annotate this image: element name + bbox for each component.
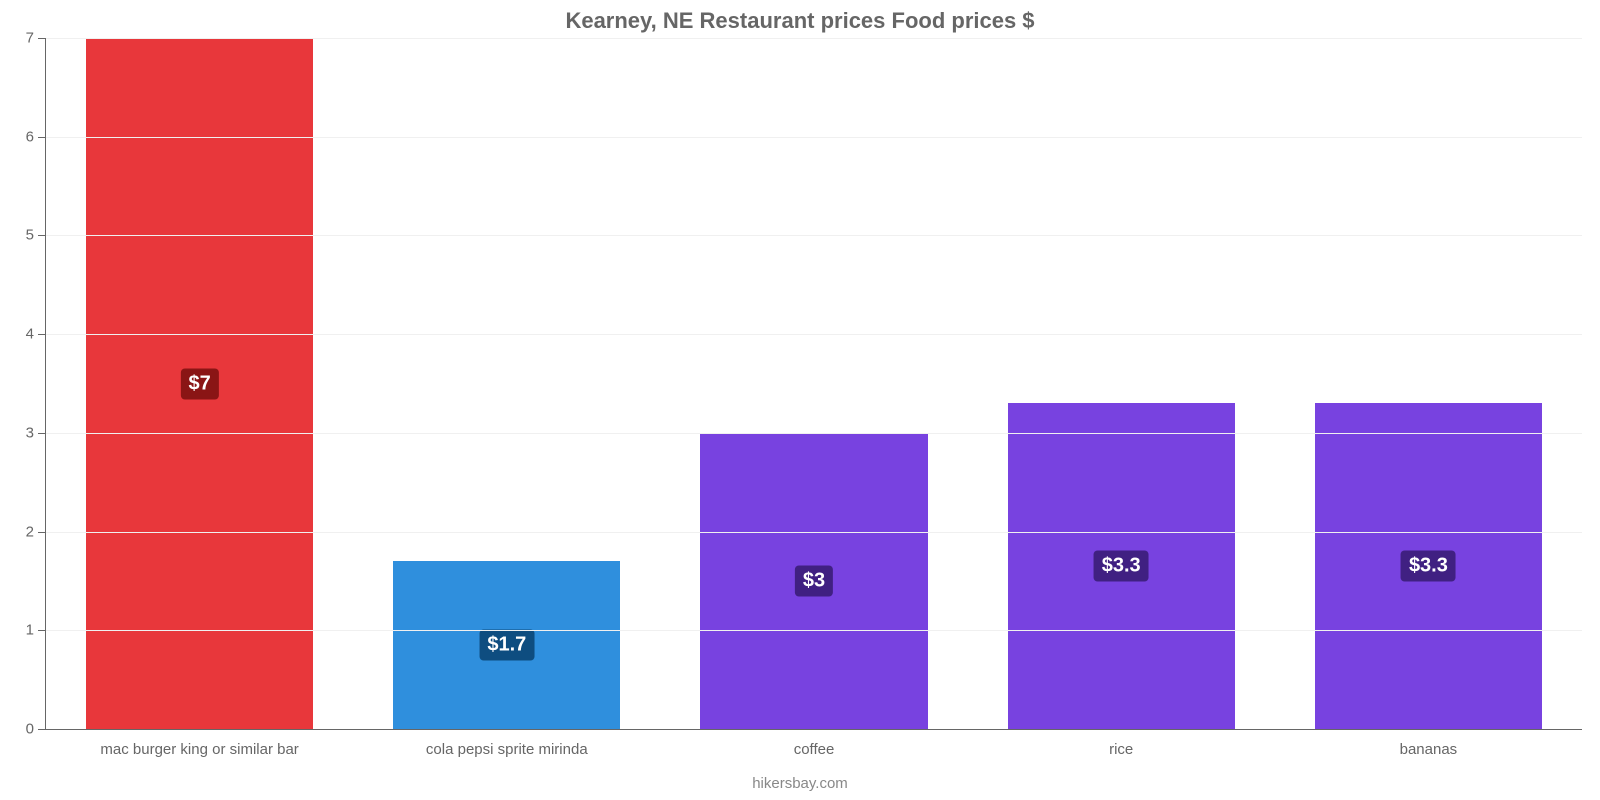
bar: $1.7 (393, 561, 620, 729)
value-badge: $7 (180, 368, 218, 399)
y-tick (38, 532, 46, 533)
y-tick (38, 630, 46, 631)
gridline (46, 433, 1582, 434)
source-label: hikersbay.com (0, 775, 1600, 792)
y-axis-label: 0 (26, 721, 34, 738)
gridline (46, 38, 1582, 39)
bar: $3 (700, 433, 927, 729)
x-axis-label: cola pepsi sprite mirinda (426, 741, 588, 758)
plot-area: $7mac burger king or similar bar$1.7cola… (45, 38, 1582, 730)
bar: $7 (86, 38, 313, 729)
y-tick (38, 235, 46, 236)
chart-title: Kearney, NE Restaurant prices Food price… (0, 0, 1600, 34)
bar-slot: $3.3rice (968, 38, 1275, 729)
y-tick (38, 433, 46, 434)
value-badge: $1.7 (479, 630, 534, 661)
x-axis-label: coffee (794, 741, 835, 758)
chart-container: Kearney, NE Restaurant prices Food price… (0, 0, 1600, 800)
y-tick (38, 729, 46, 730)
gridline (46, 630, 1582, 631)
y-tick (38, 334, 46, 335)
gridline (46, 532, 1582, 533)
y-axis-label: 2 (26, 523, 34, 540)
bar: $3.3 (1315, 403, 1542, 729)
y-axis-label: 5 (26, 227, 34, 244)
y-axis-label: 6 (26, 128, 34, 145)
y-axis-label: 3 (26, 424, 34, 441)
value-badge: $3.3 (1094, 551, 1149, 582)
gridline (46, 235, 1582, 236)
y-axis-label: 1 (26, 622, 34, 639)
y-tick (38, 38, 46, 39)
x-axis-label: rice (1109, 741, 1133, 758)
gridline (46, 334, 1582, 335)
y-axis-label: 7 (26, 30, 34, 47)
bar: $3.3 (1008, 403, 1235, 729)
value-badge: $3.3 (1401, 551, 1456, 582)
x-axis-label: mac burger king or similar bar (100, 741, 298, 758)
y-axis-label: 4 (26, 326, 34, 343)
value-badge: $3 (795, 565, 833, 596)
bar-slot: $7mac burger king or similar bar (46, 38, 353, 729)
gridline (46, 137, 1582, 138)
y-tick (38, 137, 46, 138)
bar-slot: $3.3bananas (1275, 38, 1582, 729)
x-axis-label: bananas (1400, 741, 1458, 758)
bar-slot: $1.7cola pepsi sprite mirinda (353, 38, 660, 729)
bars-row: $7mac burger king or similar bar$1.7cola… (46, 38, 1582, 729)
bar-slot: $3coffee (660, 38, 967, 729)
